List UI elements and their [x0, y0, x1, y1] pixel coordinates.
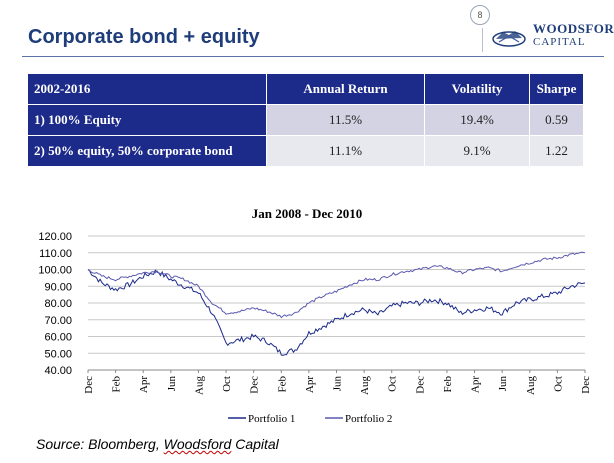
chart-title: Jan 2008 - Dec 2010 — [251, 206, 363, 221]
statistics-table: 2002-2016 Annual Return Volatility Sharp… — [27, 73, 584, 167]
annual-return-cell: 11.1% — [266, 135, 425, 167]
table-header-period: 2002-2016 — [27, 73, 267, 105]
y-tick-label: 70.00 — [44, 315, 72, 327]
y-tick-label: 50.00 — [44, 348, 72, 360]
x-tick-label: Aug — [359, 376, 371, 395]
source-note: Source: Bloomberg, Woodsford Capital — [36, 436, 279, 452]
x-tick-label: Apr — [304, 376, 316, 393]
x-tick-label: Jun — [497, 376, 509, 392]
volatility-cell: 9.1% — [424, 135, 530, 167]
x-tick-label: Apr — [138, 376, 150, 393]
x-tick-label: Jun — [166, 376, 178, 392]
x-tick-label: Oct — [387, 376, 399, 392]
x-tick-label: Oct — [552, 376, 564, 392]
x-tick-label: Oct — [221, 376, 233, 392]
sharpe-cell: 1.22 — [529, 135, 584, 167]
x-tick-label: Apr — [470, 376, 482, 393]
x-tick-label: Aug — [193, 376, 205, 395]
x-tick-label: Feb — [276, 376, 288, 393]
x-tick-label: Dec — [414, 376, 426, 394]
table-header-volatility: Volatility — [424, 73, 530, 105]
y-tick-label: 100.00 — [38, 265, 72, 277]
y-tick-label: 110.00 — [39, 248, 72, 260]
sharpe-cell: 0.59 — [529, 104, 584, 136]
table-row: 2) 50% equity, 50% corporate bond 11.1% … — [27, 135, 584, 167]
x-tick-label: Jun — [332, 376, 344, 392]
title-divider — [22, 56, 604, 57]
x-tick-label: Feb — [111, 376, 123, 393]
source-prefix: Source: Bloomberg, — [36, 436, 164, 452]
y-tick-label: 60.00 — [44, 332, 72, 344]
y-tick-label: 120.00 — [38, 231, 72, 243]
logo-divider — [482, 28, 483, 52]
y-tick-label: 80.00 — [44, 298, 72, 310]
x-tick-label: Aug — [525, 376, 537, 395]
page-number-badge: 8 — [470, 5, 490, 25]
woodsford-logo-icon — [492, 31, 526, 47]
x-tick-label: Dec — [83, 376, 95, 394]
volatility-cell: 19.4% — [424, 104, 530, 136]
series-line — [87, 251, 586, 319]
table-header-annual-return: Annual Return — [266, 73, 425, 105]
x-tick-label: Dec — [580, 376, 592, 394]
row-label: 1) 100% Equity — [27, 104, 267, 136]
y-tick-label: 90.00 — [44, 281, 72, 293]
legend-label: Portfolio 1 — [248, 413, 295, 425]
x-tick-label: Feb — [442, 376, 454, 393]
source-name: Woodsford — [163, 436, 232, 452]
row-label: 2) 50% equity, 50% corporate bond — [27, 135, 267, 167]
source-suffix: Capital — [231, 436, 279, 452]
logo-text-line2: CAPITAL — [533, 36, 586, 48]
page-title: Corporate bond + equity — [28, 26, 260, 48]
series-line — [87, 269, 586, 356]
x-tick-label: Dec — [249, 376, 261, 394]
legend-label: Portfolio 2 — [345, 413, 392, 425]
table-header-row: 2002-2016 Annual Return Volatility Sharp… — [27, 73, 584, 105]
logo-text-line1: WOODSFORD — [533, 21, 614, 36]
y-tick-label: 40.00 — [44, 365, 72, 377]
table-header-sharpe: Sharpe — [529, 73, 584, 105]
